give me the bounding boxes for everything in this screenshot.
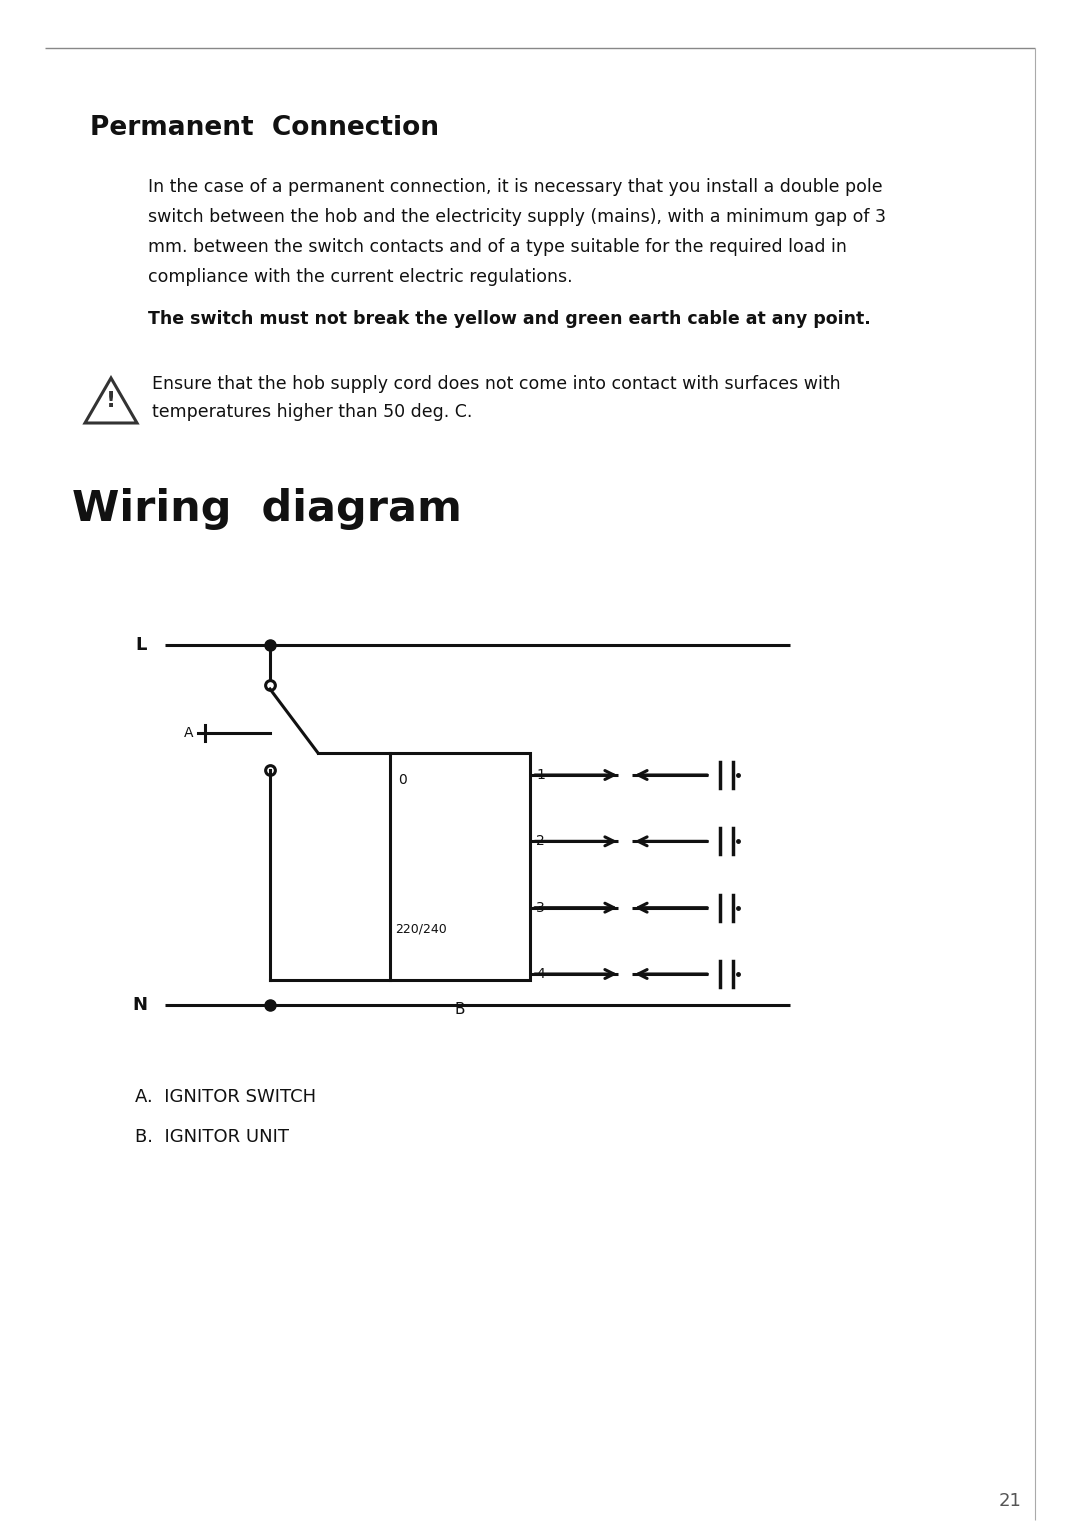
Text: mm. between the switch contacts and of a type suitable for the required load in: mm. between the switch contacts and of a… — [148, 237, 847, 256]
Text: Permanent  Connection: Permanent Connection — [90, 115, 438, 141]
Text: Wiring  diagram: Wiring diagram — [72, 489, 462, 530]
Text: The switch must not break the yellow and green earth cable at any point.: The switch must not break the yellow and… — [148, 309, 870, 328]
Text: 1: 1 — [536, 768, 545, 781]
Text: A.  IGNITOR SWITCH: A. IGNITOR SWITCH — [135, 1088, 316, 1106]
Text: !: ! — [106, 391, 116, 412]
Text: temperatures higher than 50 deg. C.: temperatures higher than 50 deg. C. — [152, 403, 472, 421]
Text: B.  IGNITOR UNIT: B. IGNITOR UNIT — [135, 1128, 289, 1146]
Text: Ensure that the hob supply cord does not come into contact with surfaces with: Ensure that the hob supply cord does not… — [152, 375, 840, 394]
Text: B: B — [455, 1002, 465, 1017]
Text: compliance with the current electric regulations.: compliance with the current electric reg… — [148, 268, 572, 286]
Text: 2: 2 — [536, 835, 544, 849]
Text: A: A — [184, 726, 193, 740]
Text: 220/240: 220/240 — [395, 922, 447, 935]
Bar — [390, 754, 530, 980]
Text: 0: 0 — [399, 774, 407, 787]
Text: 3: 3 — [536, 901, 544, 915]
Text: L: L — [136, 636, 147, 654]
Text: switch between the hob and the electricity supply (mains), with a minimum gap of: switch between the hob and the electrici… — [148, 208, 886, 227]
Text: N: N — [132, 996, 147, 1014]
Text: 21: 21 — [999, 1492, 1022, 1511]
Text: In the case of a permanent connection, it is necessary that you install a double: In the case of a permanent connection, i… — [148, 178, 882, 196]
Text: 4: 4 — [536, 967, 544, 980]
